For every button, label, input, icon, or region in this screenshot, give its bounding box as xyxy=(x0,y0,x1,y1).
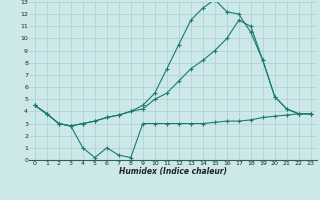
X-axis label: Humidex (Indice chaleur): Humidex (Indice chaleur) xyxy=(119,167,227,176)
